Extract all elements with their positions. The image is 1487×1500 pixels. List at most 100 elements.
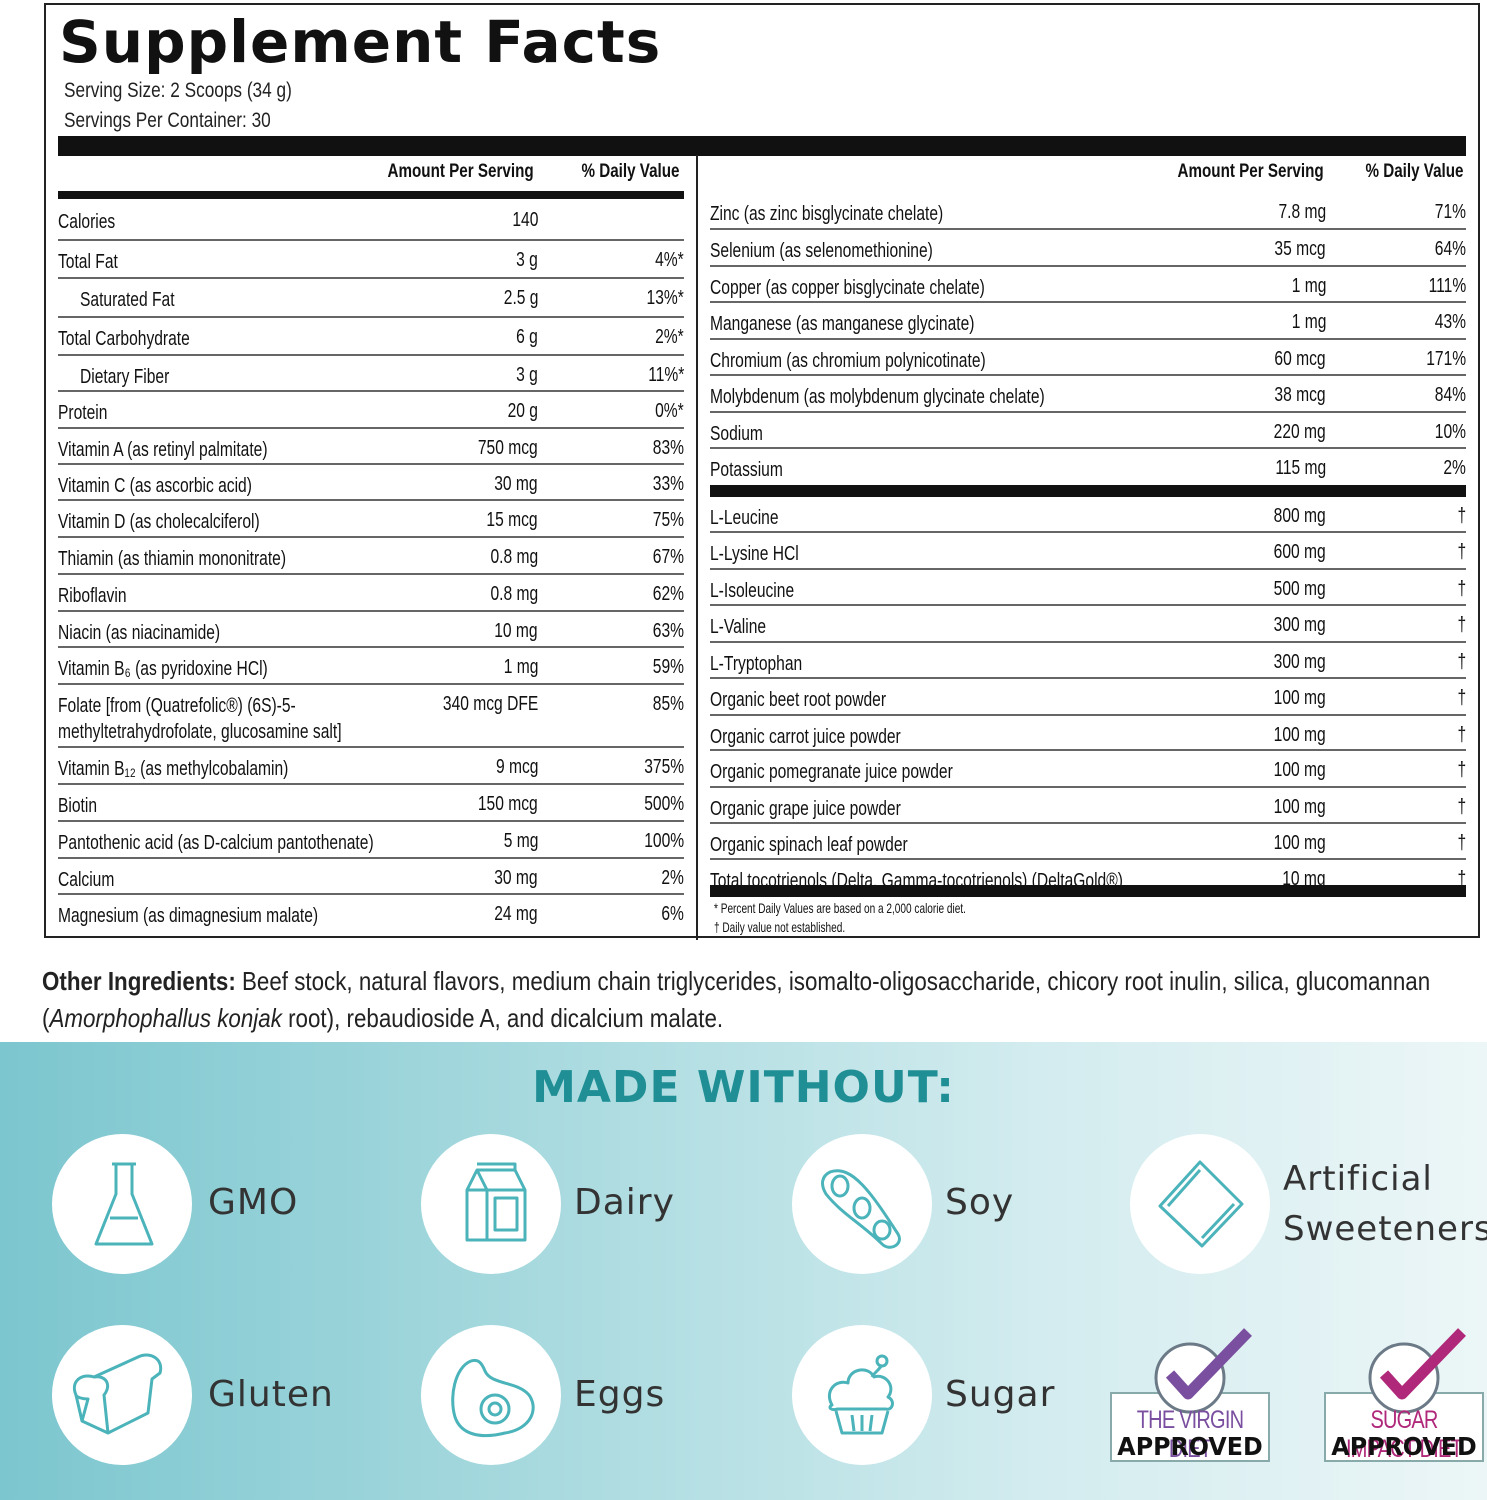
nutrient-amount: 100 mg (1273, 796, 1326, 818)
nutrient-daily-value: † (1457, 759, 1466, 781)
nutrient-name: Vitamin D (as cholecalciferol) (58, 511, 260, 533)
nutrient-row: Calories 140 (58, 201, 684, 241)
nutrient-daily-value: 85% (652, 693, 684, 715)
nutrient-daily-value: 375% (644, 756, 684, 778)
supplement-facts-title: Supplement Facts (59, 8, 662, 76)
milk-carton-icon (465, 1162, 527, 1242)
nutrient-name: Vitamin C (as ascorbic acid) (58, 475, 252, 497)
eggs-label: Eggs (574, 1374, 666, 1415)
nutrient-daily-value: † (1457, 578, 1466, 600)
nutrient-name: Vitamin A (as retinyl palmitate) (58, 439, 268, 461)
nutrient-daily-value: 67% (652, 546, 684, 568)
sugar-impact-checkmark-icon (1368, 1328, 1466, 1414)
sugar-impact-diet-approved-badge: SUGAR IMPACT DIET APPROVED (1322, 1326, 1486, 1466)
nutrient-amount: 24 mg (494, 903, 538, 925)
nutrient-name: Magnesium (as dimagnesium malate) (58, 905, 319, 927)
nutrient-amount: 7.8 mg (1278, 201, 1326, 223)
nutrient-amount: 300 mg (1273, 651, 1326, 673)
nutrient-daily-value: 33% (652, 473, 684, 495)
nutrient-daily-value: † (1457, 687, 1466, 709)
other-ingredients-label: Other Ingredients: (42, 966, 236, 996)
nutrient-amount: 340 mcg DFE (442, 693, 538, 715)
nutrient-name: L-Isoleucine (710, 580, 795, 602)
nutrient-row: Pantothenic acid (as D-calcium pantothen… (58, 822, 684, 859)
nutrient-row: Zinc (as zinc bisglycinate chelate) 7.8 m… (710, 193, 1466, 230)
nutrient-name: Dietary Fiber (80, 366, 170, 388)
nutrient-row: Organic grape juice powder 100 mg † (710, 788, 1466, 824)
nutrient-daily-value: † (1457, 541, 1466, 563)
nutrient-row: L-Tryptophan 300 mg † (710, 643, 1466, 679)
nutrient-name: Folate [from (Quatrefolic®) (6S)-5- (58, 695, 296, 717)
nutrient-amount: 0.8 mg (490, 583, 538, 605)
nutrient-row: Vitamin A (as retinyl palmitate) 750 mcg 8… (58, 429, 684, 465)
nutrient-name: Organic beet root powder (710, 689, 887, 711)
nutrient-amount: 1 mg (1291, 311, 1326, 333)
nutrient-row: Selenium (as selenomethionine) 35 mcg 64% (710, 230, 1466, 267)
nutrient-name: Organic spinach leaf powder (710, 834, 908, 856)
supplement-facts-panel: Supplement Facts Serving Size: 2 Scoops … (44, 3, 1480, 940)
other-ingredients-text-1: Beef stock, natural flavors, medium chai… (42, 966, 1431, 1033)
nutrient-name: Selenium (as selenomethionine) (710, 240, 933, 262)
nutrient-name: Biotin (58, 795, 98, 817)
nutrient-name: Thiamin (as thiamin mononitrate) (58, 548, 287, 570)
nutrient-name: Manganese (as manganese glycinate) (710, 313, 975, 335)
sugar-circle (792, 1325, 932, 1465)
virgin-diet-checkmark-icon (1154, 1328, 1252, 1414)
nutrient-row: Total Fat 3 g 4%* (58, 241, 684, 279)
nutrient-name: L-Valine (710, 616, 767, 638)
nutrient-row: Thiamin (as thiamin mononitrate) 0.8 mg 67… (58, 538, 684, 575)
nutrient-amount: 9 mcg (495, 756, 538, 778)
servings-per-container: Servings Per Container: 30 (64, 109, 271, 132)
nutrient-daily-value: 0%* (655, 400, 684, 422)
nutrient-amount: 600 mg (1273, 541, 1326, 563)
nutrient-amount: 140 (511, 209, 538, 231)
nutrient-daily-value: † (1457, 505, 1466, 527)
nutrient-name: Organic pomegranate juice powder (710, 761, 953, 783)
footnote-daily-values: * Percent Daily Values are based on a 2,… (714, 900, 966, 916)
nutrient-row: Copper (as copper bisglycinate chelate) 1… (710, 267, 1466, 303)
nutrient-amount: 10 mg (494, 620, 538, 642)
nutrient-amount: 2.5 g (503, 287, 538, 309)
nutrient-daily-value: 75% (652, 509, 684, 531)
nutrient-daily-value: 11%* (647, 364, 684, 386)
nutrient-amount: 5 mg (503, 830, 538, 852)
nutrient-row: Organic carrot juice powder 100 mg † (710, 716, 1466, 751)
nutrient-daily-value: 13%* (646, 287, 684, 309)
nutrient-amount: 800 mg (1273, 505, 1326, 527)
nutrient-daily-value: 84% (1434, 384, 1466, 406)
dairy-circle (421, 1134, 561, 1274)
nutrient-daily-value: † (1457, 796, 1466, 818)
footnote-not-established: † Daily value not established. (714, 919, 846, 935)
soy-label: Soy (945, 1182, 1015, 1223)
nutrient-daily-value: † (1457, 868, 1466, 890)
nutrient-name: L-Tryptophan (710, 653, 803, 675)
nutrient-daily-value: † (1457, 614, 1466, 636)
nutrient-name: Niacin (as niacinamide) (58, 622, 221, 644)
nutrient-row: Dietary Fiber 3 g 11%* (58, 356, 684, 392)
nutrient-row: Potassium 115 mg 2% (710, 449, 1466, 485)
cupcake-icon (827, 1354, 894, 1435)
nutrient-name: Calcium (58, 869, 115, 891)
sugar-impact-badge-line1: SUGAR IMPACT DIET (1345, 1406, 1463, 1463)
nutrient-amount: 115 mg (1275, 457, 1326, 479)
bread-icon (73, 1353, 163, 1435)
nutrient-daily-value: 111% (1428, 275, 1466, 297)
nutrient-row: L-Isoleucine 500 mg † (710, 570, 1466, 606)
nutrient-row: Vitamin B₁₂ (as methylcobalamin) 9 mcg 375… (58, 748, 684, 785)
nutrient-amount: 20 g (507, 400, 538, 422)
nutrient-daily-value: 62% (652, 583, 684, 605)
nutrient-amount: 30 mg (494, 867, 538, 889)
left-header-amount: Amount Per Serving (387, 161, 534, 182)
nutrient-row: Folate [from (Quatrefolic®) (6S)-5- methy… (58, 685, 684, 748)
nutrient-row: Manganese (as manganese glycinate) 1 mg 43… (710, 303, 1466, 340)
nutrient-daily-value: 4%* (655, 249, 684, 271)
nutrient-amount: 100 mg (1273, 759, 1326, 781)
nutrient-row: Organic spinach leaf powder 100 mg † (710, 824, 1466, 860)
other-ingredients-text-2: root), rebaudioside A, and dicalcium mal… (281, 1003, 724, 1033)
nutrient-daily-value: 100% (644, 830, 684, 852)
soybean-icon (821, 1169, 901, 1249)
artificial-sweeteners-label-2: Sweeteners (1283, 1209, 1487, 1249)
nutrient-name: Zinc (as zinc bisglycinate chelate) (710, 203, 944, 225)
nutrient-amount: 300 mg (1273, 614, 1326, 636)
nutrient-daily-value: 2% (661, 867, 684, 889)
